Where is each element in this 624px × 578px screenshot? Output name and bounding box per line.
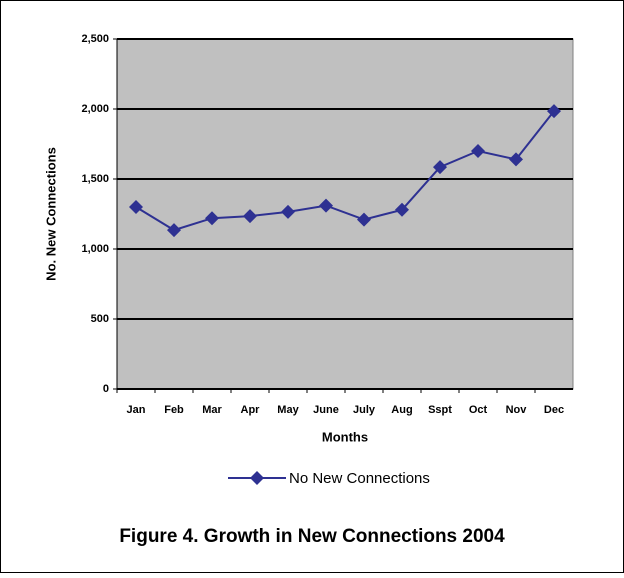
- marker: [281, 204, 295, 219]
- x-tick-label: Nov: [506, 404, 528, 416]
- marker: [167, 223, 181, 238]
- x-tick-label: Jan: [127, 404, 146, 416]
- y-tick-label: 2,000: [81, 103, 109, 115]
- x-tick-label: Dec: [544, 404, 564, 416]
- x-tick-label: July: [353, 404, 376, 416]
- marker: [509, 152, 523, 167]
- marker: [129, 200, 143, 214]
- x-tick-label: Oct: [469, 404, 488, 416]
- x-tick-label: Sspt: [428, 404, 452, 416]
- marker: [547, 104, 561, 119]
- marker: [319, 198, 333, 213]
- marker: [205, 211, 219, 226]
- y-tick-label: 0: [103, 383, 109, 395]
- marker: [471, 144, 485, 158]
- x-tick-label: Mar: [202, 404, 222, 416]
- marker: [357, 212, 371, 227]
- marker: [243, 209, 257, 224]
- x-axis-title: Months: [322, 429, 368, 444]
- x-tick-label: Apr: [241, 404, 261, 416]
- x-tick-label: Aug: [391, 404, 412, 416]
- plot-area: [116, 38, 574, 390]
- x-tick-label: June: [313, 404, 339, 416]
- x-tick-label: May: [277, 404, 299, 416]
- x-tick-label: Feb: [164, 404, 184, 416]
- chart-title: Figure 4. Growth in New Connections 2004: [119, 526, 505, 547]
- marker: [433, 160, 447, 175]
- y-axis-title: No. New Connections: [43, 147, 58, 281]
- marker: [395, 202, 409, 217]
- legend-marker: [250, 471, 264, 485]
- y-tick-label: 1,500: [81, 173, 109, 185]
- legend-label: No New Connections: [289, 470, 430, 487]
- y-tick-label: 500: [91, 313, 109, 325]
- series-line: [135, 110, 555, 232]
- y-tick-label: 2,500: [81, 33, 109, 45]
- y-tick-label: 1,000: [81, 243, 109, 255]
